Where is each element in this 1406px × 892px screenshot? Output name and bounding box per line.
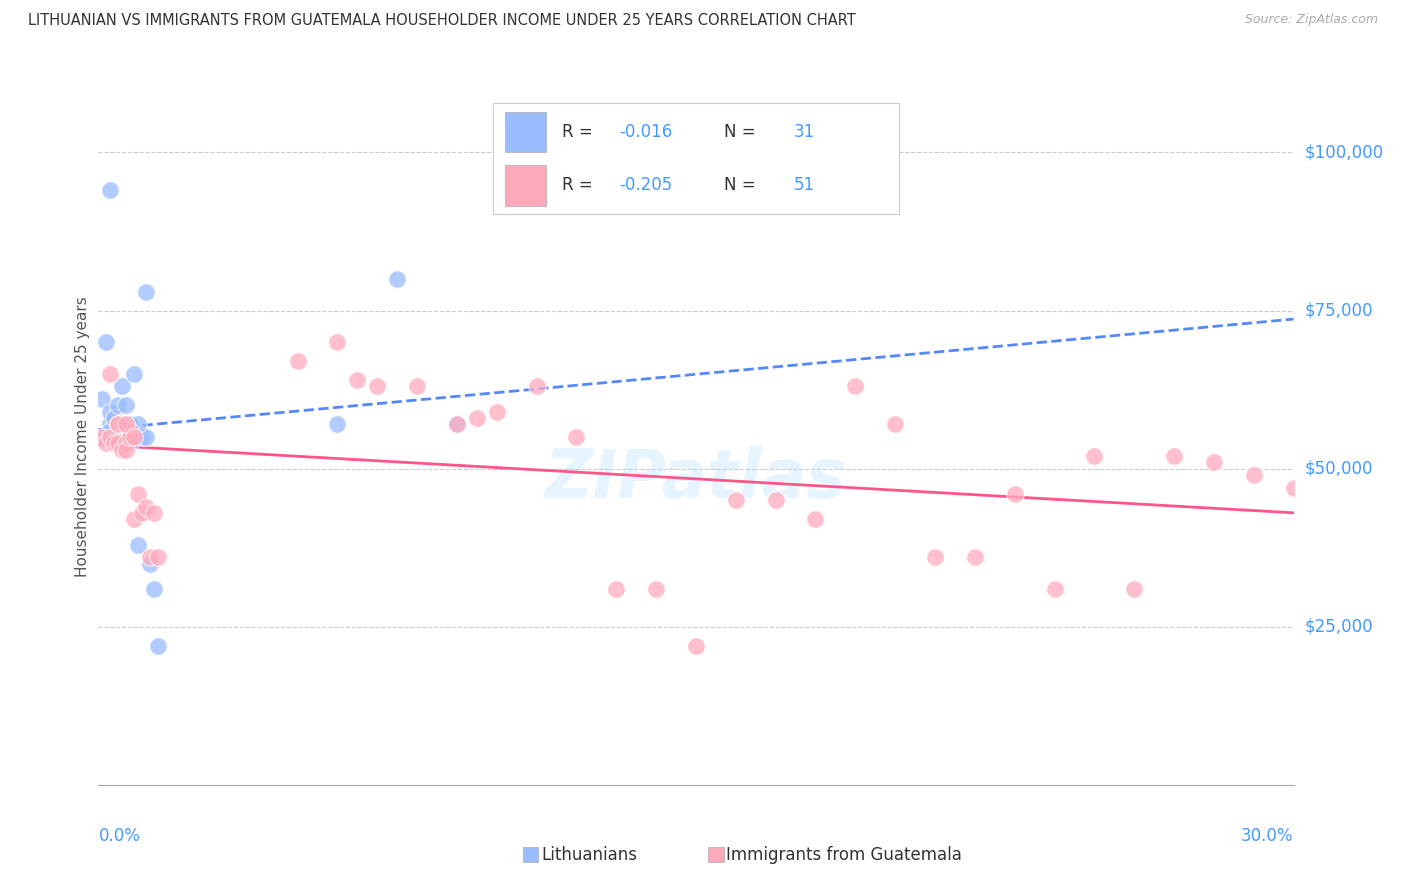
Point: [115, 417, 138, 432]
Point: [91, 392, 114, 406]
Point: [107, 417, 129, 432]
Point: [120, 430, 142, 444]
Point: [103, 436, 125, 450]
Point: [326, 417, 349, 432]
Point: [111, 417, 134, 432]
Point: [1163, 449, 1185, 463]
Point: [98, 405, 122, 419]
Point: [1123, 582, 1146, 596]
Point: [96, 436, 118, 450]
Point: [143, 582, 166, 596]
Point: [565, 430, 588, 444]
Point: [1243, 468, 1265, 483]
Point: [107, 399, 129, 413]
Point: [107, 417, 129, 432]
Point: [115, 417, 138, 432]
Point: [107, 436, 129, 450]
Point: [1043, 582, 1066, 596]
Point: [103, 430, 125, 444]
Point: [127, 487, 149, 501]
Point: [645, 582, 668, 596]
Text: Source: ZipAtlas.com: Source: ZipAtlas.com: [1244, 13, 1378, 27]
Text: Lithuanians: Lithuanians: [541, 846, 637, 863]
Text: $100,000: $100,000: [1305, 144, 1384, 161]
Point: [143, 506, 166, 520]
Point: [124, 430, 146, 444]
Point: [1202, 455, 1225, 469]
Text: Immigrants from Guatemala: Immigrants from Guatemala: [727, 846, 962, 863]
Point: [366, 379, 388, 393]
Point: [111, 436, 134, 450]
Text: 0.0%: 0.0%: [98, 827, 141, 845]
Text: LITHUANIAN VS IMMIGRANTS FROM GUATEMALA HOUSEHOLDER INCOME UNDER 25 YEARS CORREL: LITHUANIAN VS IMMIGRANTS FROM GUATEMALA …: [28, 13, 856, 29]
Point: [98, 367, 122, 381]
Point: [287, 354, 309, 368]
Point: [96, 335, 118, 350]
Point: [139, 550, 162, 565]
Point: [605, 582, 627, 596]
Point: [346, 373, 368, 387]
Point: [804, 512, 827, 526]
Point: [465, 411, 488, 425]
Point: [844, 379, 866, 393]
Point: [135, 500, 157, 514]
Point: [115, 442, 138, 457]
Point: [115, 436, 138, 450]
Point: [124, 367, 146, 381]
Point: [924, 550, 946, 565]
Point: [724, 493, 747, 508]
Point: [446, 417, 468, 432]
Point: [526, 379, 548, 393]
Point: [98, 430, 122, 444]
Point: [1004, 487, 1026, 501]
Text: $25,000: $25,000: [1305, 618, 1374, 636]
Point: [98, 183, 122, 197]
Point: [131, 430, 153, 444]
Text: $75,000: $75,000: [1305, 301, 1374, 319]
Point: [120, 436, 142, 450]
Point: [91, 430, 114, 444]
Y-axis label: Householder Income Under 25 years: Householder Income Under 25 years: [75, 297, 90, 577]
Text: 30.0%: 30.0%: [1241, 827, 1294, 845]
Point: [139, 557, 162, 571]
Point: [111, 379, 134, 393]
Point: [115, 430, 138, 444]
Text: $50,000: $50,000: [1305, 459, 1374, 478]
Point: [765, 493, 787, 508]
Point: [96, 430, 118, 444]
Point: [1282, 481, 1305, 495]
Point: [135, 285, 157, 299]
Point: [1083, 449, 1105, 463]
Point: [148, 550, 170, 565]
Point: [107, 430, 129, 444]
Point: [111, 442, 134, 457]
Point: [127, 538, 149, 552]
Point: [103, 411, 125, 425]
Point: [135, 430, 157, 444]
Point: [963, 550, 986, 565]
Point: [446, 417, 468, 432]
FancyBboxPatch shape: [523, 847, 538, 863]
Point: [385, 272, 409, 286]
Point: [127, 417, 149, 432]
Point: [98, 424, 122, 438]
Point: [107, 417, 129, 432]
Point: [485, 405, 508, 419]
Point: [124, 512, 146, 526]
Point: [131, 506, 153, 520]
Point: [120, 424, 142, 438]
Point: [884, 417, 907, 432]
Point: [120, 417, 142, 432]
Point: [685, 639, 707, 653]
Point: [148, 639, 170, 653]
Text: ZIPatlas: ZIPatlas: [546, 446, 846, 512]
Point: [98, 417, 122, 432]
Point: [115, 399, 138, 413]
FancyBboxPatch shape: [709, 847, 724, 863]
Point: [406, 379, 429, 393]
Point: [326, 335, 349, 350]
